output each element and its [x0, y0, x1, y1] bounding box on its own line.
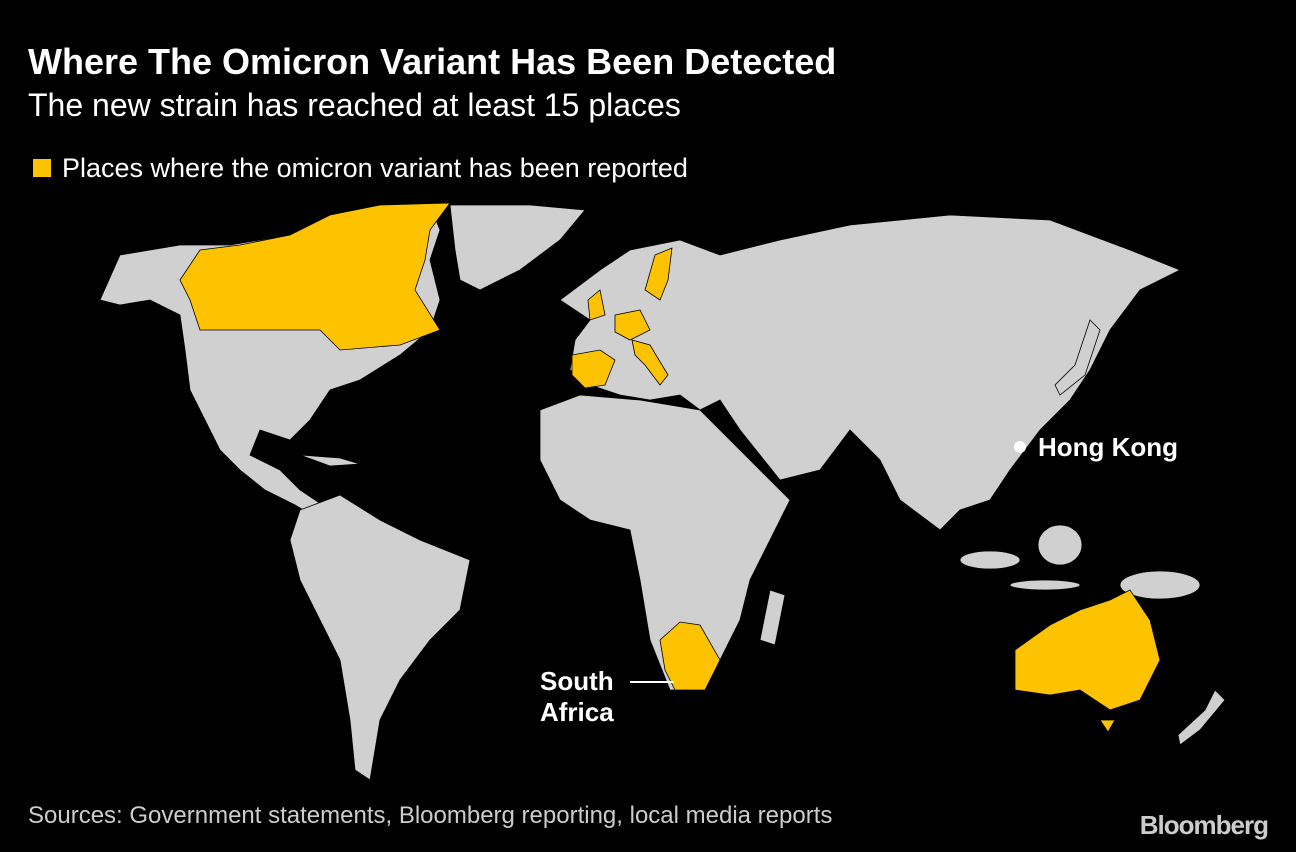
italy: [631, 339, 669, 386]
germany: [614, 309, 651, 341]
new-guinea: [1119, 570, 1201, 600]
new-zealand: [1177, 689, 1226, 746]
canada: [179, 202, 451, 351]
south-africa-label: South: [540, 666, 614, 696]
australia: [1014, 589, 1161, 711]
south-africa: [659, 621, 721, 691]
madagascar: [759, 589, 786, 646]
subtitle: The new strain has reached at least 15 p…: [28, 87, 681, 123]
world-map: [99, 202, 1226, 781]
sweden: [644, 247, 673, 301]
united-kingdom: [587, 289, 606, 321]
borneo: [1037, 524, 1083, 566]
brand-logo: Bloomberg: [1140, 810, 1268, 840]
caribbean: [299, 454, 361, 467]
africa: [539, 394, 791, 691]
greenland: [449, 204, 586, 291]
eurasia: [559, 214, 1181, 531]
java: [1009, 579, 1081, 591]
south-america: [289, 494, 471, 781]
source-note: Sources: Government statements, Bloomber…: [28, 802, 832, 829]
tasmania: [1099, 719, 1116, 733]
legend-label: Places where the omicron variant has bee…: [62, 153, 688, 183]
legend-swatch: [33, 159, 51, 177]
japan: [1054, 319, 1101, 396]
title: Where The Omicron Variant Has Been Detec…: [28, 41, 836, 82]
hong-kong-label: Hong Kong: [1038, 432, 1178, 462]
sumatra: [959, 550, 1021, 570]
hong-kong-marker: [1014, 441, 1026, 453]
south-africa-label: Africa: [540, 697, 614, 727]
spain: [571, 349, 616, 389]
